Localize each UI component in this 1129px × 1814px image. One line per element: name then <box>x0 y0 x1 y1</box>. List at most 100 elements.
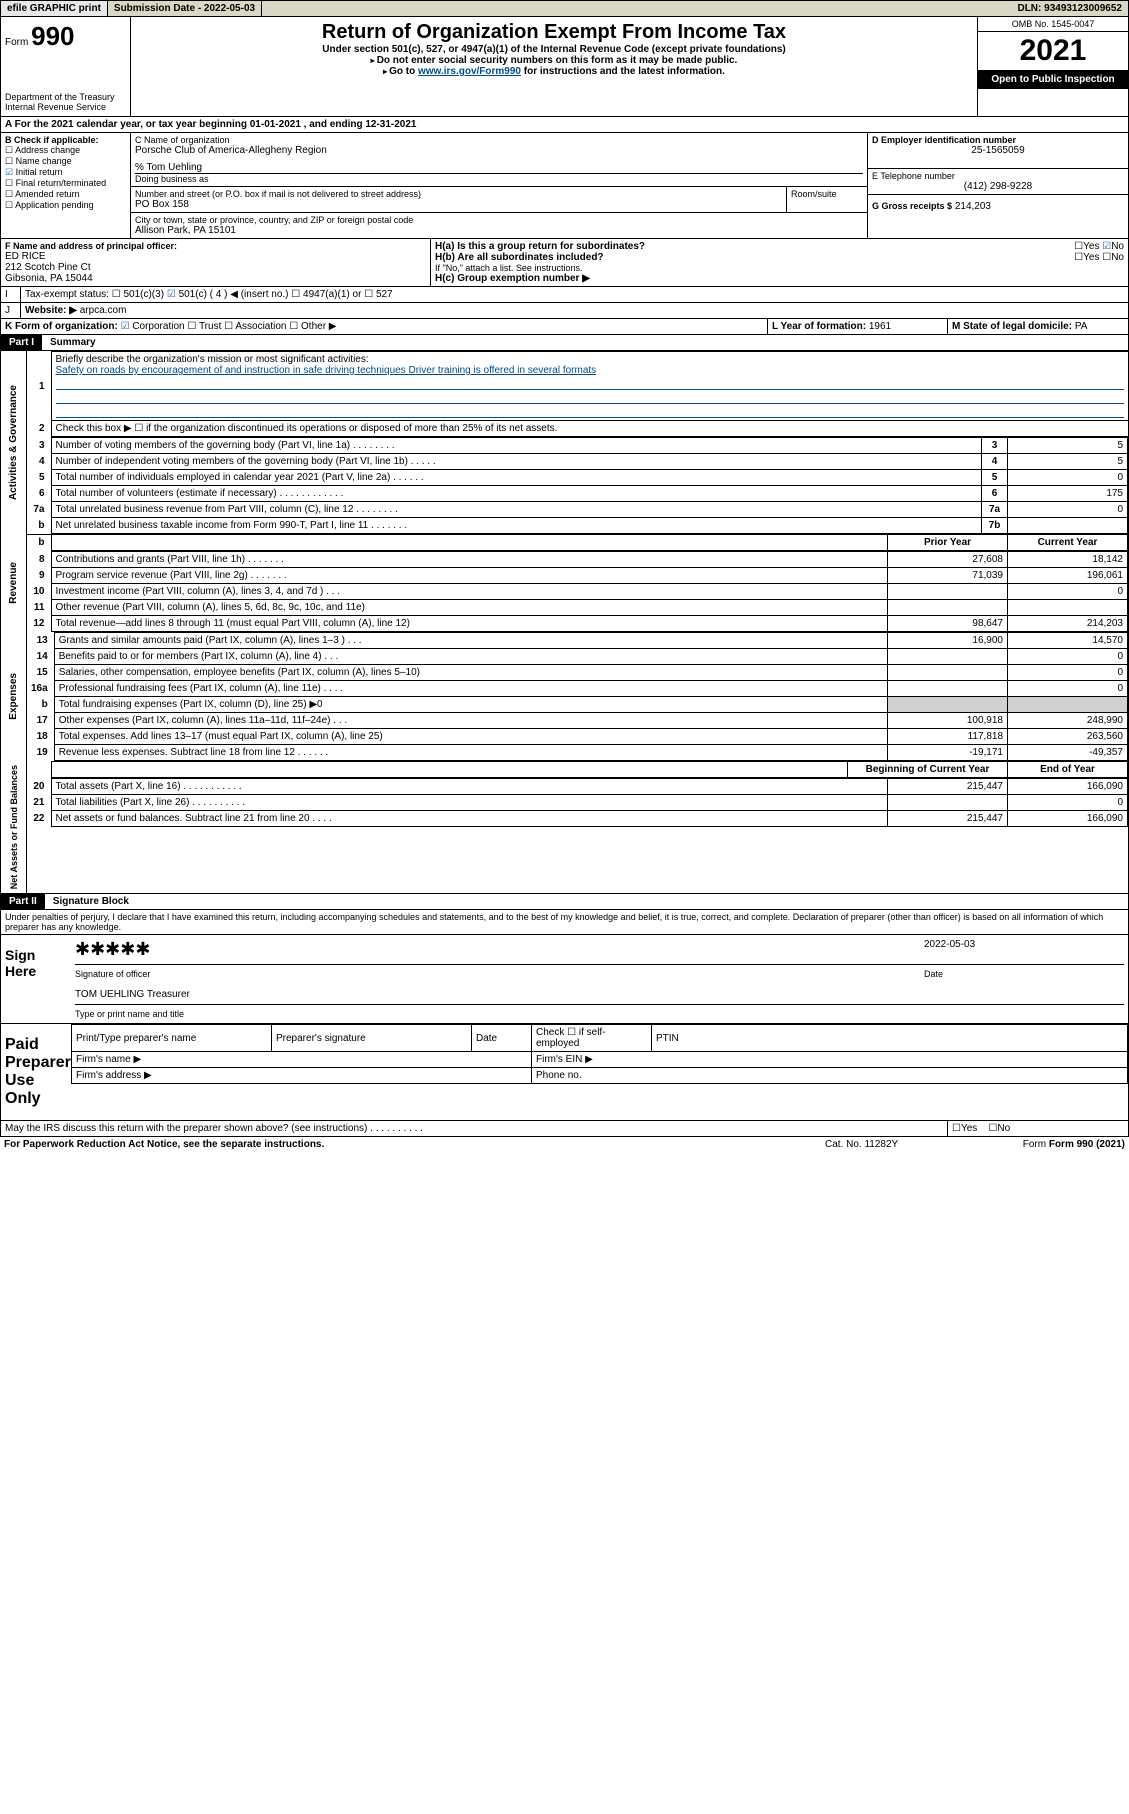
period-label-a: A For the 2021 calendar year, or tax yea… <box>5 119 250 130</box>
netassets-rows: 20Total assets (Part X, line 16) . . . .… <box>27 778 1128 827</box>
box-d-label: D Employer identification number <box>872 135 1124 145</box>
phone-label: Phone no. <box>532 1068 1128 1084</box>
irs-label: Internal Revenue Service <box>5 102 126 112</box>
sig-date-label: Date <box>924 969 1124 979</box>
domicile: PA <box>1075 321 1088 332</box>
part1-title: Summary <box>42 335 104 350</box>
tax-status-row: I Tax-exempt status: 501(c)(3) 501(c) ( … <box>0 287 1129 303</box>
check-4947[interactable] <box>291 289 300 300</box>
sig-officer-label: Signature of officer <box>75 969 924 979</box>
omb-number: OMB No. 1545-0047 <box>978 17 1128 32</box>
expense-rows: 13Grants and similar amounts paid (Part … <box>27 632 1128 761</box>
sig-date: 2022-05-03 <box>924 939 1124 960</box>
eoy-hdr: End of Year <box>1008 762 1128 778</box>
band-activities: Activities & Governance <box>6 381 21 504</box>
open-inspection: Open to Public Inspection <box>978 70 1128 89</box>
table-row: 17Other expenses (Part IX, column (A), l… <box>27 713 1128 729</box>
sign-here-block: Sign Here ✱✱✱✱✱ 2022-05-03 Signature of … <box>0 935 1129 1024</box>
box-e-label: E Telephone number <box>872 171 1124 181</box>
period-row: A For the 2021 calendar year, or tax yea… <box>0 117 1129 133</box>
officer-addr1: 212 Scotch Pine Ct <box>5 262 426 273</box>
submission-date: Submission Date - 2022-05-03 <box>108 1 262 16</box>
check-501c[interactable] <box>167 289 176 300</box>
topbar: efile GRAPHIC print Submission Date - 20… <box>0 0 1129 17</box>
table-row: 20Total assets (Part X, line 16) . . . .… <box>27 779 1128 795</box>
table-row: 9Program service revenue (Part VIII, lin… <box>27 568 1128 584</box>
table-row: 18Total expenses. Add lines 13–17 (must … <box>27 729 1128 745</box>
box-l-label: L Year of formation: <box>772 321 866 332</box>
ha-no-label: No <box>1111 241 1124 252</box>
tax-year: 2021 <box>978 32 1128 70</box>
discuss-text: May the IRS discuss this return with the… <box>1 1121 948 1136</box>
band-expenses: Expenses <box>6 669 21 724</box>
label-amended: Amended return <box>15 189 80 199</box>
check-initial[interactable] <box>5 167 13 177</box>
officer-name-title: TOM UEHLING Treasurer <box>75 989 1124 1000</box>
check-amended[interactable] <box>5 189 13 199</box>
label-trust: Trust <box>199 321 221 332</box>
street: PO Box 158 <box>135 199 782 210</box>
netassets-header: Beginning of Current Year End of Year <box>27 761 1128 778</box>
check-other[interactable] <box>289 321 298 332</box>
discuss-row: May the IRS discuss this return with the… <box>0 1121 1129 1137</box>
box-b-title: B Check if applicable: <box>5 135 126 145</box>
table-row: 6Total number of volunteers (estimate if… <box>27 486 1128 502</box>
paid-preparer-label: Paid Preparer Use Only <box>1 1024 71 1120</box>
entity-block: B Check if applicable: Address change Na… <box>0 133 1129 239</box>
box-m-label: M State of legal domicile: <box>952 321 1072 332</box>
dba-label: Doing business as <box>135 173 863 184</box>
band-netassets: Net Assets or Fund Balances <box>7 761 21 893</box>
check-name[interactable] <box>5 156 13 166</box>
hb-no[interactable] <box>1102 252 1111 263</box>
table-row: 3Number of voting members of the governi… <box>27 438 1128 454</box>
firm-ein-label: Firm's EIN ▶ <box>532 1052 1128 1068</box>
dept-treasury: Department of the Treasury <box>5 92 126 102</box>
table-row: 16aProfessional fundraising fees (Part I… <box>27 681 1128 697</box>
check-501c3[interactable] <box>112 289 121 300</box>
label-name-change: Name change <box>16 156 72 166</box>
box-g-label: G Gross receipts $ <box>872 201 952 211</box>
period-begin: 01-01-2021 <box>250 119 301 130</box>
tax-status-label: Tax-exempt status: <box>25 289 109 300</box>
label-final: Final return/terminated <box>16 178 107 188</box>
form-header: Form 990 Department of the Treasury Inte… <box>0 17 1129 117</box>
hb-yes[interactable] <box>1074 252 1083 263</box>
check-assoc[interactable] <box>224 321 233 332</box>
label-assoc: Association <box>235 321 286 332</box>
form-org-row: K Form of organization: Corporation Trus… <box>0 319 1129 335</box>
telephone: (412) 298-9228 <box>872 181 1124 192</box>
org-name: Porsche Club of America-Allegheny Region <box>135 145 863 156</box>
ptin-label: PTIN <box>652 1025 1128 1052</box>
gross-receipts: 214,203 <box>955 201 991 212</box>
table-row: 19Revenue less expenses. Subtract line 1… <box>27 745 1128 761</box>
room-label: Room/suite <box>787 187 867 212</box>
efile-button[interactable]: efile GRAPHIC print <box>1 1 108 16</box>
form-label: Form <box>5 37 28 48</box>
prior-year-hdr: Prior Year <box>888 535 1008 551</box>
irs-link[interactable]: www.irs.gov/Form990 <box>418 66 521 77</box>
pra-notice: For Paperwork Reduction Act Notice, see … <box>4 1139 825 1150</box>
ha-no[interactable] <box>1102 241 1111 252</box>
note-ssn: Do not enter social security numbers on … <box>377 55 738 66</box>
form-title: Return of Organization Exempt From Incom… <box>135 21 973 44</box>
prep-sig-label: Preparer's signature <box>272 1025 472 1052</box>
label-other: Other ▶ <box>301 321 336 332</box>
part2-title: Signature Block <box>45 894 137 909</box>
q1-label: Briefly describe the organization's miss… <box>56 354 369 365</box>
website-value: arpca.com <box>80 305 127 316</box>
part2-bar: Part II Signature Block <box>0 894 1129 910</box>
label-527: 527 <box>376 289 393 300</box>
care-of: % Tom Uehling <box>135 162 863 173</box>
ha-yes[interactable] <box>1074 241 1083 252</box>
check-527[interactable] <box>364 289 373 300</box>
perjury-decl: Under penalties of perjury, I declare th… <box>0 910 1129 935</box>
check-final[interactable] <box>5 178 13 188</box>
check-address[interactable] <box>5 145 13 155</box>
check-corp[interactable] <box>121 321 130 332</box>
table-row: 22Net assets or fund balances. Subtract … <box>27 811 1128 827</box>
check-app[interactable] <box>5 200 13 210</box>
year-formation: 1961 <box>869 321 891 332</box>
discuss-yes[interactable] <box>952 1123 961 1134</box>
form-subtitle: Under section 501(c), 527, or 4947(a)(1)… <box>135 44 973 55</box>
check-trust[interactable] <box>187 321 196 332</box>
